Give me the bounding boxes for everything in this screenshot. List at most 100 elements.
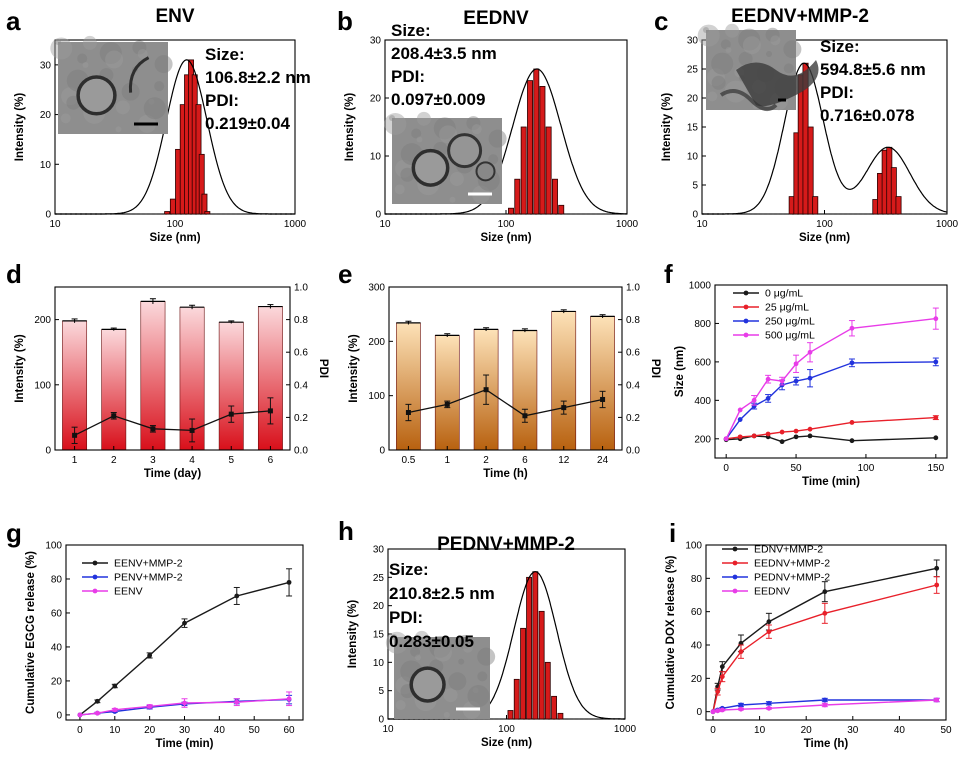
- y-tick-label: 0: [375, 210, 381, 221]
- y-tick-label: 20: [51, 676, 63, 687]
- data-point: [766, 705, 772, 711]
- y2-tick-label: 1.0: [294, 283, 308, 294]
- x-tick-label: 0.5: [401, 455, 415, 466]
- y-tick-label: 30: [687, 36, 699, 47]
- data-point: [933, 415, 939, 421]
- data-point: [807, 426, 813, 432]
- data-point: [715, 708, 721, 714]
- tem-texture: [488, 129, 507, 148]
- data-point: [234, 593, 240, 599]
- data-point: [934, 697, 940, 703]
- tem-texture: [82, 62, 89, 68]
- y-tick-label: 0: [378, 715, 384, 726]
- y-tick-label: 40: [51, 642, 63, 653]
- data-point: [77, 712, 83, 718]
- y-tick-label: 100: [45, 541, 62, 552]
- data-point: [793, 428, 799, 434]
- data-point: [737, 417, 743, 422]
- data-point: [286, 579, 292, 585]
- x-tick-label: 3: [150, 455, 156, 466]
- x-tick-label: 100: [498, 724, 515, 735]
- data-point: [793, 434, 799, 440]
- y-tick-label: 200: [694, 434, 711, 445]
- panel-title-c: EEDNV+MMP-2: [731, 6, 869, 27]
- tem-texture: [82, 35, 97, 50]
- data-point: [112, 707, 118, 713]
- y-axis-label: Intensity (%): [14, 93, 26, 162]
- panel-title-b: EEDNV: [463, 8, 529, 29]
- plot-frame: [65, 544, 304, 721]
- fit-curve: [55, 59, 295, 215]
- panel-title-a: ENV: [155, 6, 194, 27]
- histogram-bar: [539, 86, 546, 215]
- tem-texture: [99, 42, 122, 65]
- tem-texture: [706, 68, 725, 87]
- data-point: [719, 674, 725, 680]
- y-tick-label: 60: [691, 607, 703, 618]
- data-point: [822, 697, 828, 703]
- tem-texture: [385, 631, 408, 654]
- data-point: [719, 664, 725, 670]
- pdi-line: [74, 410, 271, 436]
- series-line: [726, 435, 936, 443]
- legend: EDNV+MMP-2 EEDNV+MMP-2 PEDNV+MMP-2 EEDNV: [722, 544, 830, 598]
- histogram-bar: [551, 695, 557, 720]
- data-point: [822, 702, 828, 708]
- data-point: [849, 360, 855, 366]
- y-axis-label: Intensity (%): [348, 334, 360, 403]
- y2-tick-label: 0.4: [294, 380, 308, 391]
- annotation-c: 0.716±0.078: [820, 106, 914, 125]
- pdi-point: [600, 396, 606, 402]
- data-point: [182, 700, 187, 706]
- histogram-bar: [204, 211, 211, 215]
- series-3: [710, 697, 940, 715]
- legend-label: 25 μg/mL: [765, 302, 809, 314]
- legend-marker: [743, 304, 749, 310]
- tem-texture: [154, 55, 173, 74]
- y-tick-label: 30: [373, 545, 385, 556]
- y-axis-label: Size (nm): [674, 346, 686, 397]
- x-tick-label: 40: [214, 725, 226, 736]
- x-tick-label: 24: [597, 455, 609, 466]
- annotation-a: Size:: [205, 45, 245, 64]
- legend-label: PEDNV+MMP-2: [754, 572, 830, 584]
- x-tick-label: 2: [483, 455, 489, 466]
- pdi-point: [228, 411, 234, 417]
- y-tick-label: 15: [373, 630, 385, 641]
- pdi-point: [267, 408, 273, 414]
- legend-marker: [732, 588, 738, 594]
- y-tick-label: 0: [45, 446, 51, 457]
- annotation-h: PDI:: [389, 608, 423, 627]
- pdi-point: [405, 410, 411, 416]
- data-point: [719, 707, 725, 713]
- data-point: [738, 702, 744, 708]
- tem-texture: [711, 75, 726, 90]
- tem-vesicle: [411, 148, 450, 187]
- chart-f: 0 50 100 150 200 400 600 800 1000 Time (min) Size …: [674, 281, 948, 488]
- panel-letter-h: h: [338, 516, 354, 546]
- histogram-bar: [533, 68, 540, 215]
- x-tick-label: 10: [379, 219, 391, 230]
- tem-inset-image: [385, 630, 496, 719]
- tem-texture: [429, 635, 452, 658]
- y-axis-label: Intensity (%): [14, 334, 26, 403]
- tem-texture: [738, 28, 761, 51]
- y-tick-label: 400: [694, 396, 711, 407]
- y-tick-label: 10: [687, 152, 699, 163]
- y2-tick-label: 0.8: [626, 315, 640, 326]
- x-axis-label: Size (nm): [799, 232, 850, 244]
- data-point: [934, 582, 940, 588]
- tem-texture: [725, 47, 732, 53]
- y-tick-label: 40: [691, 641, 703, 652]
- pdi-point: [111, 413, 117, 419]
- data-point: [738, 649, 744, 655]
- y-axis-label: Cumulative EGCG release (%): [25, 551, 37, 714]
- plot-frame: [388, 286, 623, 451]
- x-tick-label: 1: [444, 455, 450, 466]
- tem-texture: [400, 167, 415, 182]
- chart-h: 10 100 1000 0 5 10 15 20 25 30 Size (nm) Intensity …: [347, 545, 637, 750]
- x-tick-label: 10: [754, 725, 766, 736]
